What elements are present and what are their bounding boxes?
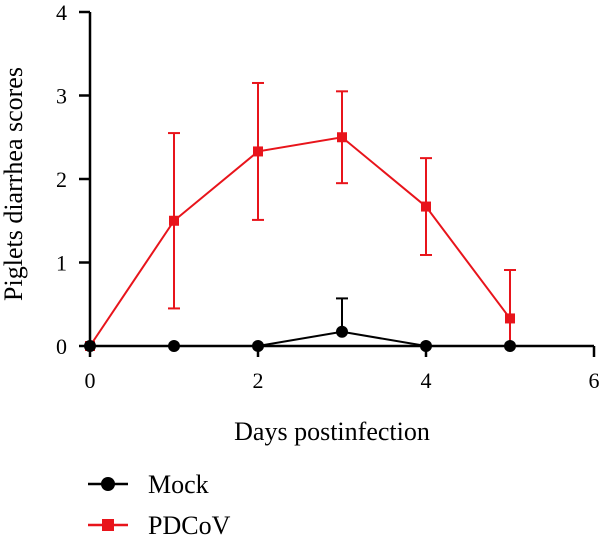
x-tick-label: 4	[421, 368, 432, 393]
data-point-pdcov	[337, 132, 347, 143]
data-point-mock	[336, 325, 348, 338]
y-axis-ticks: 0 1 2 3 4	[56, 0, 90, 359]
y-tick-label: 0	[56, 334, 67, 359]
data-point-mock	[168, 340, 180, 352]
legend-item-mock: Mock	[88, 470, 209, 499]
series-mock	[84, 297, 516, 352]
data-point-mock	[252, 340, 264, 352]
data-point-pdcov	[421, 201, 431, 212]
y-tick-label: 4	[56, 0, 67, 25]
x-axis-title: Days postinfection	[234, 417, 430, 446]
legend: Mock PDCoV	[88, 470, 231, 537]
plot-area	[84, 81, 516, 352]
data-point-pdcov	[253, 146, 263, 157]
x-tick-label: 0	[85, 368, 96, 393]
data-point-pdcov	[169, 215, 179, 226]
data-point-mock	[420, 340, 432, 352]
series-line-pdcov	[89, 136, 511, 347]
legend-item-pdcov: PDCoV	[88, 511, 231, 537]
data-point-mock	[504, 340, 516, 352]
legend-marker-mock	[101, 477, 115, 491]
x-tick-label: 6	[589, 368, 600, 393]
legend-label-mock: Mock	[148, 470, 209, 499]
y-tick-label: 1	[56, 251, 67, 276]
x-tick-label: 2	[253, 368, 264, 393]
series-pdcov	[85, 81, 516, 351]
y-axis-title: Piglets diarrhea scores	[0, 67, 28, 301]
series-line-mock	[90, 330, 510, 347]
y-tick-label: 2	[56, 167, 67, 192]
legend-marker-pdcov	[102, 519, 114, 531]
legend-label-pdcov: PDCoV	[148, 511, 231, 537]
data-point-mock	[84, 340, 96, 352]
y-tick-label: 3	[56, 84, 67, 109]
data-point-pdcov	[505, 313, 515, 324]
x-axis-ticks: 0 2 4 6	[85, 346, 600, 393]
